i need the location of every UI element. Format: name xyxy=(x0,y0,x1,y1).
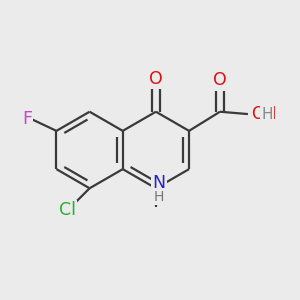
Text: F: F xyxy=(22,110,32,128)
Text: H: H xyxy=(261,106,273,122)
Text: H: H xyxy=(154,190,164,203)
Text: Cl: Cl xyxy=(59,201,76,219)
Text: O: O xyxy=(213,71,227,89)
Text: OH: OH xyxy=(251,105,276,123)
Text: O: O xyxy=(149,70,163,88)
Text: N: N xyxy=(152,174,165,192)
